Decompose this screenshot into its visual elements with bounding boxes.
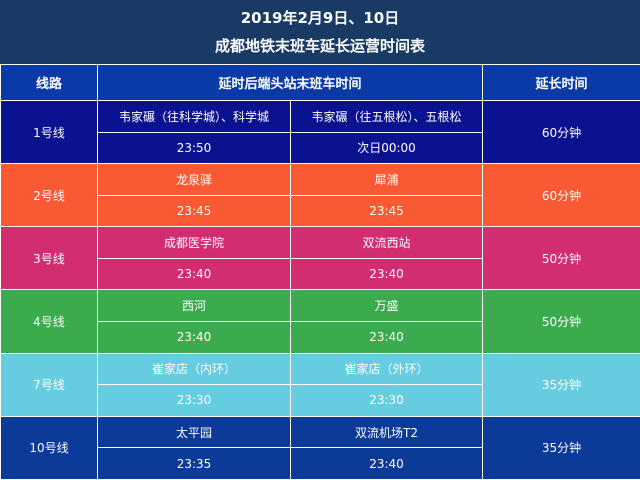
title-date: 2019年2月9日、10日: [240, 9, 400, 27]
dir2-time: 23:45: [289, 194, 484, 228]
dir1-station: 韦家碾（往科学城）、科学城: [97, 100, 291, 133]
dir1-station: 崔家店（内环）: [97, 352, 291, 386]
dir1-time: 23:40: [97, 257, 291, 291]
table-row: 23:50 次日00:00: [1, 131, 640, 165]
line-name: 7号线: [0, 352, 98, 417]
dir1-station: 龙泉驿: [97, 163, 291, 196]
line-name: 4号线: [0, 289, 98, 354]
table-row: 23:40 23:40: [1, 257, 640, 291]
table-row: 10号线 太平园 双流机场T2 35分钟: [0, 415, 640, 480]
dir1-time: 23:35: [97, 447, 291, 480]
header-extension: 延长时间: [482, 64, 640, 101]
dir2-station: 韦家碾（往五根松）、五根松: [289, 100, 484, 133]
dir1-time: 23:45: [97, 194, 291, 228]
dir2-time: 23:40: [289, 257, 484, 291]
title-main: 成都地铁末班车延长运营时间表: [214, 37, 425, 55]
dir1-station: 成都医学院: [97, 226, 291, 259]
line-name: 3号线: [0, 226, 98, 291]
dir1-station: 太平园: [97, 415, 291, 449]
header-terminal-time: 延时后端头站末班车时间: [96, 64, 484, 101]
dir2-time: 23:40: [289, 447, 484, 480]
extension-time: 60分钟: [482, 163, 640, 228]
table-row: 3号线 成都医学院 双流西站 50分钟: [0, 226, 640, 291]
header-row: 线路 延时后端头站末班车时间 延长时间: [0, 64, 640, 101]
dir1-station: 西河: [97, 289, 291, 323]
extension-time: 50分钟: [482, 226, 640, 291]
extension-time: 35分钟: [482, 352, 640, 417]
extension-time: 35分钟: [482, 415, 640, 480]
schedule-table: 线路 延时后端头站末班车时间 延长时间 1号线 韦家碾（往科学城）、科学城 韦家…: [0, 64, 640, 480]
dir2-station: 崔家店（外环）: [289, 352, 484, 386]
dir2-station: 犀浦: [289, 163, 484, 196]
dir2-station: 双流机场T2: [289, 415, 484, 449]
table-row: 4号线 西河 万盛 50分钟: [0, 289, 640, 354]
dir1-time: 23:30: [97, 384, 291, 417]
line-name: 1号线: [0, 99, 98, 165]
dir2-station: 万盛: [289, 289, 484, 323]
extension-time: 50分钟: [482, 289, 640, 354]
title-bar: 2019年2月9日、10日 成都地铁末班车延长运营时间表: [0, 0, 640, 64]
dir2-station: 双流西站: [289, 226, 484, 259]
table-row: 7号线 崔家店（内环） 崔家店（外环） 35分钟: [0, 352, 640, 417]
dir2-time: 23:30: [289, 384, 484, 417]
line-name: 10号线: [0, 415, 98, 480]
dir1-time: 23:50: [97, 131, 291, 165]
table-row: 23:35 23:40: [1, 447, 640, 480]
table-row: 23:30 23:30: [1, 384, 640, 417]
extension-time: 60分钟: [482, 99, 640, 165]
line-name: 2号线: [0, 163, 98, 228]
table-row: 2号线 龙泉驿 犀浦 60分钟: [0, 163, 640, 228]
table-row: 23:40 23:40: [1, 321, 640, 354]
dir2-time: 次日00:00: [289, 131, 484, 165]
table-row: 1号线 韦家碾（往科学城）、科学城 韦家碾（往五根松）、五根松 60分钟: [0, 99, 640, 165]
dir2-time: 23:40: [289, 321, 484, 354]
dir1-time: 23:40: [97, 321, 291, 354]
header-line: 线路: [0, 64, 98, 101]
